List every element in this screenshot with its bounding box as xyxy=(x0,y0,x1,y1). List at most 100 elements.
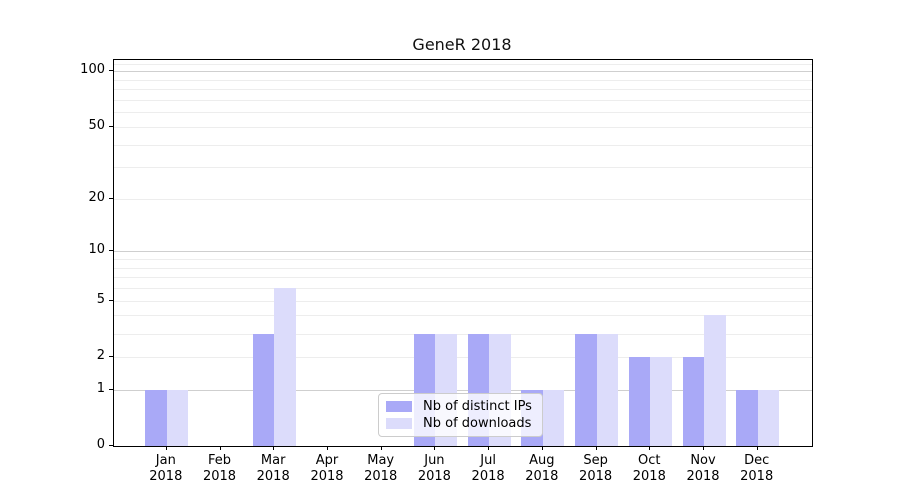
gridline-major xyxy=(114,251,812,253)
y-tick-label: 5 xyxy=(96,291,105,307)
x-tick-month: Jul xyxy=(480,453,496,468)
bar-downloads-dec xyxy=(757,389,780,446)
y-tick-label: 50 xyxy=(88,117,105,133)
y-tick-label: 1 xyxy=(96,380,105,396)
x-tick-year: 2018 xyxy=(740,469,774,484)
x-tick-year: 2018 xyxy=(686,469,720,484)
legend-item-downloads: Nb of downloads xyxy=(386,416,535,431)
x-tick-label-jul: Jul 2018 xyxy=(458,453,518,485)
x-tick-mark xyxy=(541,446,543,450)
y-tick-mark xyxy=(109,445,113,446)
y-tick-label: 2 xyxy=(96,347,105,363)
legend-swatch-downloads xyxy=(386,417,412,429)
bar-distinct-ips-sep xyxy=(575,333,597,446)
x-tick-month: Jun xyxy=(424,453,445,468)
y-tick-label: 0 xyxy=(96,437,105,452)
gridline-minor xyxy=(114,63,812,65)
bar-downloads-oct xyxy=(650,356,672,446)
x-tick-year: 2018 xyxy=(471,469,505,484)
gridline-minor xyxy=(114,126,812,128)
bar-downloads-jan xyxy=(166,389,189,446)
x-tick-mark xyxy=(165,446,167,450)
legend: Nb of distinct IPs Nb of downloads xyxy=(378,393,543,437)
x-tick-label-mar: Mar 2018 xyxy=(243,453,303,485)
x-tick-label-may: May 2018 xyxy=(351,453,411,485)
bar-distinct-ips-mar xyxy=(252,333,275,446)
x-tick-month: Oct xyxy=(638,453,661,468)
x-tick-mark xyxy=(327,446,328,450)
y-tick-mark xyxy=(109,125,113,127)
x-tick-label-jan: Jan 2018 xyxy=(136,453,196,485)
bar-downloads-mar xyxy=(274,288,296,446)
gridline-minor xyxy=(114,79,812,81)
gridline-minor xyxy=(114,144,812,146)
gridline-minor xyxy=(114,315,812,317)
gridline-minor xyxy=(114,100,812,102)
gridline-minor xyxy=(114,300,812,302)
x-tick-mark xyxy=(595,446,597,450)
x-tick-year: 2018 xyxy=(202,469,237,484)
bar-downloads-nov xyxy=(704,315,726,446)
x-tick-mark xyxy=(273,446,275,450)
bar-distinct-ips-jan xyxy=(145,389,167,446)
x-tick-year: 2018 xyxy=(149,469,183,484)
x-tick-month: Aug xyxy=(529,453,555,468)
x-tick-year: 2018 xyxy=(310,469,344,484)
gridline-minor xyxy=(114,167,812,169)
x-tick-month: Jan xyxy=(155,453,176,468)
x-tick-year: 2018 xyxy=(417,469,451,484)
chart-title: GeneR 2018 xyxy=(412,35,512,54)
x-tick-month: Feb xyxy=(207,453,232,468)
x-tick-year: 2018 xyxy=(632,469,666,484)
x-tick-label-dec: Dec 2018 xyxy=(727,453,787,485)
y-tick-mark xyxy=(109,388,113,390)
x-tick-mark xyxy=(703,446,704,450)
x-tick-mark xyxy=(756,446,758,450)
y-tick-mark xyxy=(109,197,113,199)
bar-downloads-sep xyxy=(596,333,619,446)
gridline-major xyxy=(114,71,812,73)
legend-swatch-distinct-ips xyxy=(386,401,412,413)
gridline-major xyxy=(114,389,812,391)
gridline-minor xyxy=(114,333,812,335)
x-tick-label-jun: Jun 2018 xyxy=(404,453,464,485)
x-tick-label-nov: Nov 2018 xyxy=(673,453,733,485)
x-tick-mark xyxy=(380,446,382,450)
y-tick-mark xyxy=(109,299,113,301)
gridline-minor xyxy=(114,277,812,279)
x-tick-month: Mar xyxy=(260,453,286,468)
x-tick-year: 2018 xyxy=(256,469,290,484)
x-tick-month: Apr xyxy=(315,453,339,468)
x-tick-month: May xyxy=(367,453,395,468)
x-tick-year: 2018 xyxy=(364,469,398,484)
y-tick-mark xyxy=(109,70,113,72)
plot-area xyxy=(113,59,813,447)
x-tick-label-sep: Sep 2018 xyxy=(566,453,626,485)
bar-distinct-ips-nov xyxy=(682,356,704,446)
x-tick-mark xyxy=(488,446,490,450)
bar-distinct-ips-oct xyxy=(628,356,651,446)
x-tick-mark xyxy=(649,446,651,450)
x-tick-year: 2018 xyxy=(525,469,559,484)
y-tick-label: 100 xyxy=(80,62,105,78)
gridline-minor xyxy=(114,267,812,269)
gridline-minor xyxy=(114,356,812,358)
x-tick-label-apr: Apr 2018 xyxy=(297,453,357,485)
legend-label-downloads: Nb of downloads xyxy=(423,415,532,431)
legend-label-distinct-ips: Nb of distinct IPs xyxy=(423,399,532,415)
legend-item-distinct-ips: Nb of distinct IPs xyxy=(386,399,535,414)
gridline-minor xyxy=(114,89,812,91)
x-tick-mark xyxy=(434,446,436,450)
gridline-minor xyxy=(114,288,812,290)
x-tick-label-aug: Aug 2018 xyxy=(512,453,572,485)
x-tick-month: Sep xyxy=(583,453,608,468)
y-tick-mark xyxy=(109,250,113,252)
y-tick-label: 20 xyxy=(88,189,105,205)
x-tick-mark xyxy=(219,446,221,450)
y-tick-label: 10 xyxy=(88,242,105,258)
x-tick-label-feb: Feb 2018 xyxy=(190,453,250,485)
gridline-minor xyxy=(114,198,812,200)
x-tick-year: 2018 xyxy=(579,469,613,484)
x-tick-label-oct: Oct 2018 xyxy=(619,453,679,485)
